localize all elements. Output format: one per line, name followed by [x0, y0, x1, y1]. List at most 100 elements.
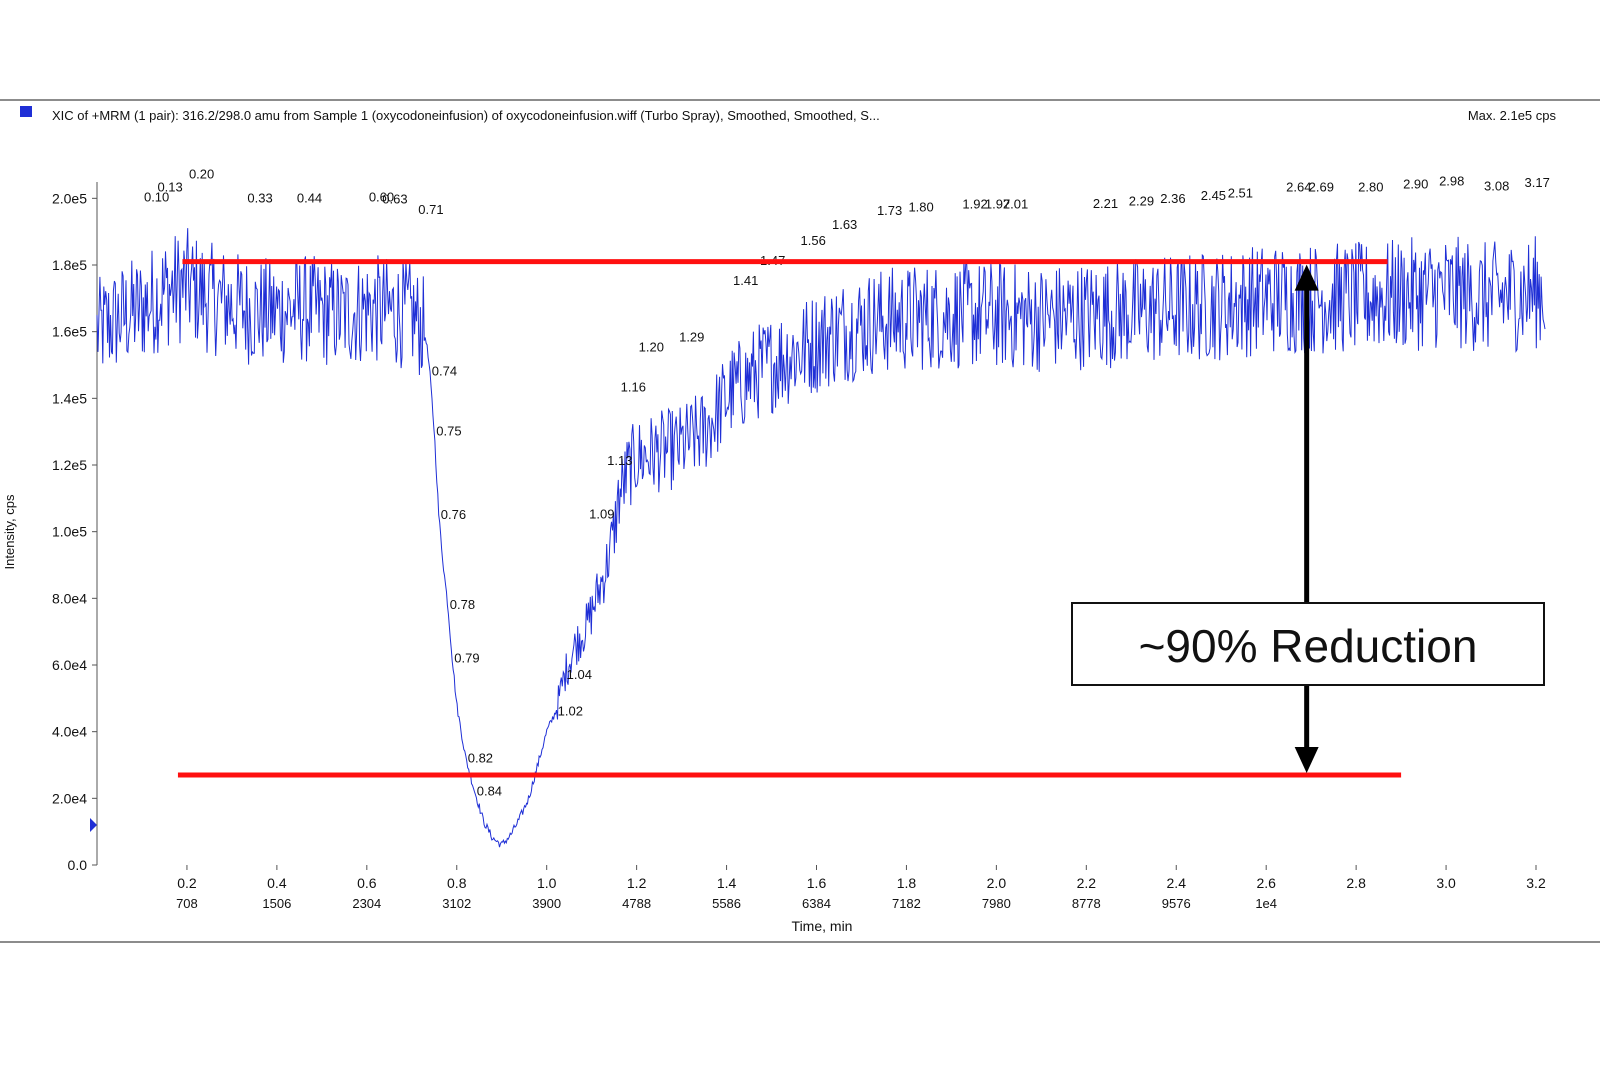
- x-scan-label: 8778: [1072, 896, 1101, 911]
- peak-time-label: 0.71: [418, 202, 443, 217]
- peak-time-label: 0.44: [297, 190, 322, 205]
- peak-time-label: 0.79: [454, 650, 479, 665]
- peak-time-label: 2.45: [1201, 188, 1226, 203]
- peak-time-label: 1.16: [621, 380, 646, 395]
- x-scan-label: 3900: [532, 896, 561, 911]
- y-tick-label: 8.0e4: [52, 590, 87, 606]
- zero-marker: [90, 818, 97, 832]
- max-intensity-label: Max. 2.1e5 cps: [1468, 108, 1557, 123]
- chart-title: XIC of +MRM (1 pair): 316.2/298.0 amu fr…: [52, 108, 880, 123]
- peak-time-label: 0.60: [369, 190, 394, 205]
- x-tick-label: 1.8: [897, 875, 917, 891]
- x-scan-label: 7980: [982, 896, 1011, 911]
- y-tick-label: 4.0e4: [52, 724, 87, 740]
- x-scan-label: 7182: [892, 896, 921, 911]
- y-tick-label: 0.0: [68, 857, 88, 873]
- peak-time-label: 0.76: [441, 507, 466, 522]
- y-tick-label: 1.4e5: [52, 390, 87, 406]
- peak-time-label: 1.20: [639, 340, 664, 355]
- y-axis-title: Intensity, cps: [2, 494, 17, 569]
- x-scan-label: 1506: [262, 896, 291, 911]
- peak-time-label: 1.13: [607, 453, 632, 468]
- x-tick-label: 1.2: [627, 875, 647, 891]
- x-tick-label: 3.2: [1526, 875, 1546, 891]
- y-tick-label: 1.0e5: [52, 524, 87, 540]
- x-tick-label: 0.6: [357, 875, 377, 891]
- peak-time-label: 2.36: [1160, 191, 1185, 206]
- peak-time-label: 0.33: [247, 190, 272, 205]
- peak-time-label: 1.09: [589, 506, 614, 521]
- peak-time-label: 1.41: [733, 273, 758, 288]
- arrow-head-up: [1294, 264, 1319, 291]
- peak-time-label: 0.82: [468, 750, 493, 765]
- peak-time-label: 2.80: [1358, 180, 1383, 195]
- peak-time-label: 1.97: [985, 196, 1010, 211]
- x-tick-label: 2.2: [1077, 875, 1097, 891]
- peak-time-label: 0.84: [477, 784, 502, 799]
- x-tick-label: 1.0: [537, 875, 557, 891]
- x-scan-label: 1e4: [1255, 896, 1277, 911]
- peak-time-label: 2.51: [1228, 186, 1253, 201]
- peak-time-label: 3.08: [1484, 178, 1509, 193]
- reference-lines: [177, 259, 1402, 778]
- x-tick-label: 0.2: [177, 875, 197, 891]
- y-tick-label: 2.0e5: [52, 190, 87, 206]
- x-scan-label: 5586: [712, 896, 741, 911]
- x-axis-title: Time, min: [792, 918, 853, 934]
- peak-time-label: 2.21: [1093, 196, 1118, 211]
- peak-time-label: 0.78: [450, 597, 475, 612]
- peak-time-label: 0.13: [157, 180, 182, 195]
- peak-time-label: 2.01: [1003, 197, 1028, 212]
- peak-time-label: 0.75: [436, 424, 461, 439]
- y-tick-label: 2.0e4: [52, 790, 87, 806]
- peak-time-label: 0.74: [432, 364, 457, 379]
- x-tick-label: 2.6: [1256, 875, 1276, 891]
- y-tick-label: 6.0e4: [52, 657, 87, 673]
- peak-time-label: 3.17: [1525, 175, 1550, 190]
- y-tick-label: 1.8e5: [52, 257, 87, 273]
- peak-time-label: 0.63: [382, 192, 407, 207]
- peak-time-label: 1.56: [801, 233, 826, 248]
- y-tick-label: 1.2e5: [52, 457, 87, 473]
- x-tick-label: 3.0: [1436, 875, 1456, 891]
- y-tick-label: 1.6e5: [52, 324, 87, 340]
- trace-layer: [96, 228, 1546, 848]
- peak-time-label: 0.10: [144, 190, 169, 205]
- x-scan-label: 708: [176, 896, 198, 911]
- x-scan-label: 9576: [1162, 896, 1191, 911]
- peak-time-label: 2.98: [1439, 174, 1464, 189]
- x-tick-label: 2.8: [1346, 875, 1366, 891]
- x-scan-label: 6384: [802, 896, 831, 911]
- peak-time-label: 2.29: [1129, 193, 1154, 208]
- ticks-layer: 0.0 2.0e4 4.0e4 6.0e4 8.0e4 1.0e5 1.2e5 1.4e5 1.…: [52, 190, 1546, 911]
- peak-time-label: 1.02: [558, 704, 583, 719]
- x-tick-label: 1.4: [717, 875, 737, 891]
- x-scan-label: 4788: [622, 896, 651, 911]
- peak-time-label: 1.29: [679, 330, 704, 345]
- peak-annotations: 0.100.13 0.20 0.33 0.44 0.600.63 0.71 0.74 0.75…: [144, 166, 1550, 798]
- callout-layer: ~90% Reduction: [1071, 264, 1545, 773]
- x-tick-label: 2.0: [987, 875, 1007, 891]
- x-tick-label: 1.6: [807, 875, 827, 891]
- peak-time-label: 2.69: [1309, 180, 1334, 195]
- peak-time-label: 1.04: [567, 667, 592, 682]
- peak-time-label: 1.73: [877, 203, 902, 218]
- x-tick-label: 0.4: [267, 875, 287, 891]
- peak-time-label: 2.64: [1286, 180, 1311, 195]
- peak-time-label: 1.92: [962, 196, 987, 211]
- callout-text: ~90% Reduction: [1139, 620, 1478, 672]
- peak-time-label: 1.63: [832, 217, 857, 232]
- peak-time-label: 0.20: [189, 166, 214, 181]
- callout-box: [1071, 602, 1545, 686]
- arrow-head-down: [1294, 747, 1319, 773]
- x-scan-label: 3102: [442, 896, 471, 911]
- x-tick-label: 2.4: [1167, 875, 1187, 891]
- x-tick-label: 0.8: [447, 875, 467, 891]
- legend-swatch: [20, 106, 32, 117]
- xic-trace: [96, 228, 1546, 848]
- peak-time-label: 2.90: [1403, 176, 1428, 191]
- x-scan-label: 2304: [352, 896, 381, 911]
- peak-time-label: 1.80: [908, 200, 933, 215]
